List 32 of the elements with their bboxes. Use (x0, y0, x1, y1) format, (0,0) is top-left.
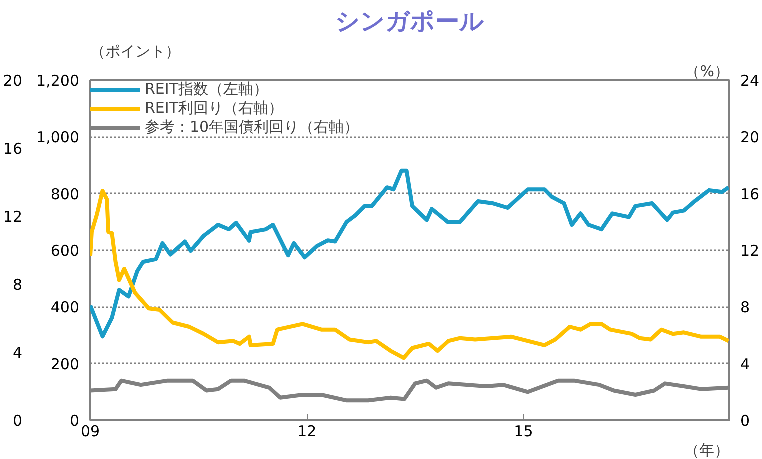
y3-tick-label: 12 (3, 208, 23, 226)
y-tick-label: 600 (50, 242, 80, 260)
y2-tick-label: 0 (740, 412, 750, 430)
chart-title: シンガポール (336, 8, 484, 36)
legend-label: REIT指数（左軸） (145, 80, 268, 99)
y2-tick-label: 12 (740, 242, 760, 260)
y-tick-label: 1,000 (36, 128, 80, 147)
y2-tick-label: 24 (740, 72, 760, 90)
y2-axis-title: （%） (685, 62, 730, 80)
y3-tick-label: 16 (3, 140, 23, 158)
y-tick-label: 400 (50, 298, 80, 317)
y2-tick-label: 8 (740, 298, 750, 317)
x-tick-label: 12 (298, 422, 317, 440)
legend-label: REIT利回り（右軸） (145, 99, 284, 118)
legend-label: 参考：10年国債利回り（右軸） (145, 118, 360, 137)
x-tick-label: 15 (514, 422, 534, 440)
y-tick-label: 0 (70, 412, 80, 430)
line-series (90, 189, 730, 360)
y-axis-title: （ポイント） (90, 42, 180, 60)
y3-tick-label: 8 (12, 276, 23, 294)
x-axis-title: （年） (684, 442, 730, 459)
y3-tick-label: 20 (3, 72, 23, 90)
y2-tick-label: 20 (740, 128, 760, 147)
y3-tick-label: 4 (12, 344, 23, 362)
y-tick-label: 200 (50, 355, 80, 374)
line-series (90, 168, 730, 339)
y3-tick-label: 0 (12, 412, 23, 430)
y2-tick-label: 4 (740, 355, 750, 374)
y2-tick-label: 16 (740, 185, 760, 204)
y-tick-label: 1,200 (36, 72, 80, 90)
x-tick-label: 09 (80, 422, 100, 440)
y-tick-label: 800 (50, 185, 80, 204)
